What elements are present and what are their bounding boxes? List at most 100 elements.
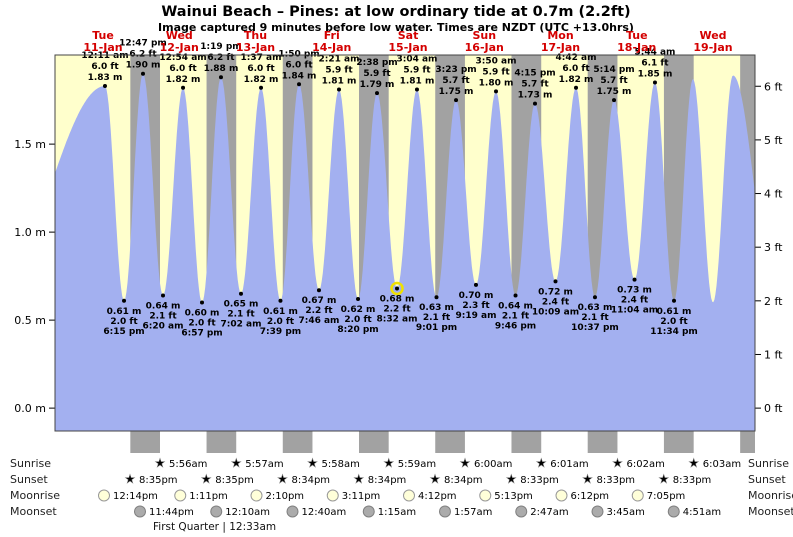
low-tide-dot	[122, 298, 127, 303]
low-tide-label: 2.1 ft	[227, 310, 255, 320]
low-tide-label: 2.0 ft	[267, 317, 295, 327]
high-tide-label: 2:38 pm	[356, 58, 397, 68]
high-tide-label: 1.90 m	[126, 61, 161, 71]
high-tide-dot	[102, 84, 107, 89]
sunset-star-icon: ★	[430, 472, 441, 486]
moonset-time: 4:51am	[683, 507, 721, 518]
moonrise-circle-icon	[326, 489, 339, 502]
high-tide-label: 5.9 ft	[403, 66, 431, 76]
low-tide-label: 2.0 ft	[110, 317, 138, 327]
high-tide-label: 3:50 am	[476, 56, 517, 66]
low-tide-label: 0.61 m	[263, 307, 298, 317]
low-tide-label: 0.62 m	[341, 305, 376, 315]
high-tide-label: 1.75 m	[439, 87, 474, 97]
sunset-time: 8:33pm	[520, 475, 559, 486]
sunset-row-label-right: Sunset	[748, 473, 786, 486]
moonrise-circle-icon	[250, 489, 263, 502]
low-tide-label: 9:46 pm	[495, 321, 536, 331]
moonset-time: 12:10am	[225, 507, 270, 518]
sunrise-star-icon: ★	[231, 456, 242, 470]
high-tide-label: 1.80 m	[479, 78, 514, 88]
low-tide-label: 2.1 ft	[502, 311, 530, 321]
day-header: 16-Jan	[465, 41, 504, 54]
moonrise-row-label-left: Moonrise	[10, 489, 60, 502]
moonset-circle-icon	[362, 505, 375, 518]
low-tide-label: 2.4 ft	[621, 296, 649, 306]
moonset-time: 12:40am	[302, 507, 347, 518]
tide-curve-layer	[55, 73, 755, 432]
low-tide-label: 0.73 m	[617, 286, 652, 296]
y-axis-label-m: 0.0 m	[14, 402, 46, 415]
low-tide-dot	[395, 286, 400, 291]
low-tide-label: 11:34 pm	[650, 327, 698, 337]
low-tide-label: 0.72 m	[538, 287, 573, 297]
day-header: Tue	[626, 29, 648, 42]
low-tide-dot	[200, 300, 204, 305]
high-tide-label: 5:14 pm	[593, 65, 634, 75]
high-tide-dot	[532, 101, 537, 106]
sunrise-row-label-right: Sunrise	[748, 457, 789, 470]
moonrise-time: 12:14pm	[113, 491, 158, 502]
low-tide-label: 9:19 am	[455, 311, 496, 321]
sunrise-time: 6:01am	[550, 459, 588, 470]
low-tide-label: 11:04 am	[611, 306, 658, 316]
low-tide-label: 10:37 pm	[571, 323, 619, 333]
low-tide-label: 8:20 pm	[337, 325, 378, 335]
sunset-star-icon: ★	[353, 472, 364, 486]
moonrise-circle-icon	[98, 489, 110, 502]
moonset-time: 2:47am	[530, 507, 568, 518]
high-tide-label: 5.9 ft	[325, 66, 353, 76]
high-tide-dot	[218, 75, 223, 80]
sunset-star-icon: ★	[582, 472, 593, 486]
moonrise-time: 4:12pm	[418, 491, 457, 502]
low-tide-dot	[513, 293, 518, 298]
low-tide-dot	[278, 298, 283, 303]
high-tide-label: 5.7 ft	[442, 76, 470, 86]
sunset-star-icon: ★	[277, 472, 288, 486]
high-tide-label: 1.73 m	[518, 91, 553, 101]
high-tide-label: 6.1 ft	[641, 59, 669, 69]
low-tide-dot	[672, 298, 677, 303]
low-tide-label: 7:39 pm	[260, 327, 301, 337]
day-header: Sun	[472, 29, 496, 42]
low-tide-label: 6:57 pm	[181, 329, 222, 339]
tide-labels-layer: 12:11 am6.0 ft1.83 m12:47 pm6.2 ft1.90 m…	[81, 39, 697, 339]
page-subtitle: Image captured 9 minutes before low wate…	[158, 21, 634, 34]
high-tide-label: 1.83 m	[88, 73, 123, 83]
moonset-row-label-left: Moonset	[10, 505, 57, 518]
high-tide-label: 1.82 m	[559, 75, 594, 85]
low-tide-dot	[161, 293, 166, 298]
sunset-time: 8:34pm	[292, 475, 331, 486]
high-tide-label: 4:15 pm	[514, 69, 555, 79]
low-tide-label: 0.68 m	[380, 294, 415, 304]
day-header: 19-Jan	[693, 41, 732, 54]
high-tide-dot	[297, 82, 302, 87]
moonset-time: 1:15am	[378, 507, 416, 518]
y-axis-label-m: 1.0 m	[14, 226, 46, 239]
low-tide-label: 2.0 ft	[344, 315, 372, 325]
low-tide-label: 2.0 ft	[660, 317, 688, 327]
day-header: 11-Jan	[83, 41, 122, 54]
moonset-time: 11:44pm	[149, 507, 194, 518]
moonset-circle-icon	[134, 505, 146, 518]
moonset-time: 3:45am	[607, 507, 645, 518]
sunset-star-icon: ★	[125, 472, 136, 486]
low-tide-dot	[316, 288, 321, 293]
high-tide-dot	[181, 85, 186, 90]
sunset-star-icon: ★	[506, 472, 517, 486]
day-header: 13-Jan	[236, 41, 275, 54]
day-header: Fri	[324, 29, 340, 42]
low-tide-label: 8:32 am	[377, 314, 418, 324]
low-tide-label: 0.61 m	[107, 307, 142, 317]
sunset-row-label-left: Sunset	[10, 473, 48, 486]
day-header: 15-Jan	[388, 41, 427, 54]
low-tide-label: 2.2 ft	[305, 306, 333, 316]
low-tide-label: 0.70 m	[459, 291, 494, 301]
low-tide-label: 6:20 am	[143, 321, 184, 331]
moonrise-circle-icon	[479, 489, 492, 502]
high-tide-label: 1.79 m	[360, 80, 395, 90]
day-header: 14-Jan	[312, 41, 351, 54]
moonset-circle-icon	[515, 505, 528, 518]
high-tide-label: 2:21 am	[318, 55, 359, 65]
high-tide-label: 12:54 am	[159, 53, 206, 63]
